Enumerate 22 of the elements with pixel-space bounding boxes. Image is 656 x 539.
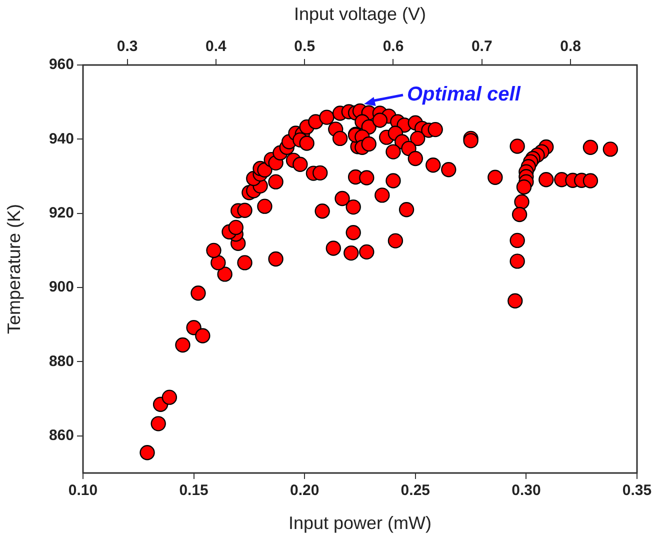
y-tick-label: 880 — [48, 352, 74, 370]
x-tick-label: 0.10 — [68, 482, 98, 500]
x2-tick-label: 0.7 — [471, 38, 492, 56]
x2-tick-label: 0.6 — [382, 38, 404, 56]
x2-tick-label: 0.3 — [116, 38, 138, 56]
x-tick-label: 0.30 — [512, 482, 541, 500]
x-tick-label: 0.25 — [400, 482, 430, 500]
x2-tick-label: 0.8 — [560, 38, 581, 56]
y-tick-label: 920 — [48, 204, 74, 222]
x-tick-label: 0.35 — [622, 482, 652, 500]
x2-tick-label: 0.5 — [294, 38, 316, 56]
annotation: Optimal cell — [407, 84, 521, 106]
x2-tick-label: 0.4 — [206, 38, 228, 56]
y-tick-label: 860 — [48, 427, 74, 444]
x-tick-label: 0.20 — [290, 482, 320, 500]
y-tick-label: 940 — [48, 130, 74, 148]
x2-axis-title: Input voltage (V) — [294, 4, 426, 24]
x-tick-label: 0.15 — [179, 482, 208, 500]
y-tick-label: 960 — [48, 56, 74, 74]
y-axis-title: Temperature (K) — [4, 204, 24, 334]
x-axis-title: Input power (mW) — [288, 513, 432, 534]
y-tick-label: 900 — [48, 278, 74, 296]
